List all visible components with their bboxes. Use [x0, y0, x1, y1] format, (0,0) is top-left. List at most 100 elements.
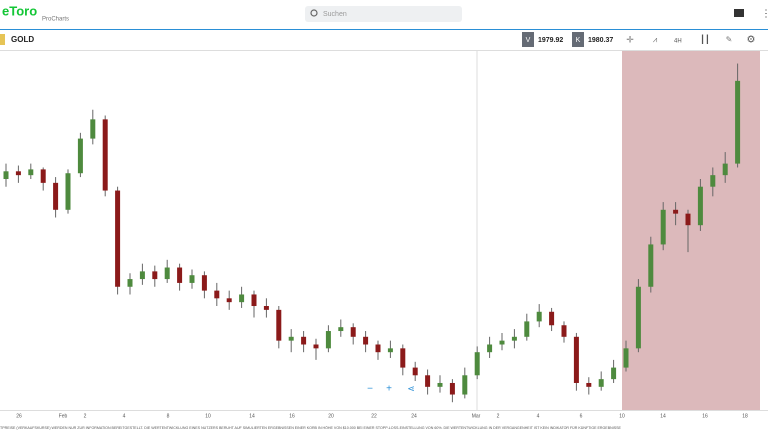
candle-body	[214, 290, 220, 299]
share[interactable]: ⋖	[407, 383, 415, 393]
candle-body	[164, 267, 170, 280]
layout-icon[interactable]	[734, 9, 744, 17]
candle-body	[102, 119, 108, 191]
x-tick-label: 16	[289, 413, 295, 419]
candle-body	[598, 379, 604, 387]
buy-label[interactable]: K	[576, 37, 581, 44]
x-tick-label: 18	[742, 413, 748, 419]
candle-body	[350, 327, 356, 337]
sell-badge[interactable]	[522, 32, 534, 47]
candle-body	[152, 271, 158, 280]
timeframe[interactable]: 4H	[674, 39, 682, 45]
x-tick-label: 26	[16, 413, 22, 419]
candle-body	[177, 267, 183, 283]
candle-body	[301, 336, 307, 345]
x-tick-label: 4	[537, 413, 540, 419]
candle-body	[685, 213, 691, 226]
candle-body	[263, 306, 269, 310]
candle-body	[524, 321, 530, 337]
candle-body	[375, 344, 381, 353]
candle-body	[201, 275, 207, 291]
candle-body	[313, 344, 319, 349]
candle-body	[3, 171, 9, 180]
settings[interactable]: ⚙	[747, 35, 756, 46]
candle-body	[65, 173, 71, 210]
candle-body	[425, 375, 431, 387]
candle-body	[325, 331, 331, 349]
buy-badge[interactable]	[572, 32, 584, 47]
candle-body	[586, 382, 592, 387]
candle-body	[288, 336, 294, 341]
candle-body	[549, 311, 555, 326]
candle-body	[276, 309, 282, 341]
x-tick-label: 10	[205, 413, 211, 419]
candle-body	[660, 209, 666, 245]
candle-body	[573, 336, 579, 383]
candle-body	[115, 190, 121, 287]
x-tick-label: 22	[371, 413, 377, 419]
x-tick-label: Mar	[472, 413, 481, 419]
candle-body	[40, 169, 46, 183]
candle-body	[449, 382, 455, 395]
x-tick-label: Feb	[59, 413, 68, 419]
indicator-tool[interactable]: ⩘	[653, 35, 658, 44]
zoom-out[interactable]: −	[367, 384, 373, 395]
zoom-in[interactable]: +	[386, 384, 392, 395]
candle-body	[15, 171, 21, 176]
candle-body	[189, 275, 195, 283]
candle-body	[735, 80, 741, 164]
candle-body	[697, 186, 703, 226]
sell-label[interactable]: V	[526, 37, 531, 44]
candle-body	[623, 348, 629, 368]
candle-body	[251, 294, 257, 307]
x-tick-label: 6	[580, 413, 583, 419]
candle-body	[710, 175, 716, 187]
x-tick-label: 10	[619, 413, 625, 419]
candle-body	[226, 298, 232, 303]
zoom-controls	[362, 381, 422, 397]
candle-body	[474, 352, 480, 376]
search-placeholder[interactable]: Suchen	[323, 11, 347, 18]
x-tick-label: 14	[249, 413, 255, 419]
candle-body	[648, 244, 654, 287]
candle-body	[611, 367, 617, 380]
candle-body	[28, 169, 34, 176]
candle-body	[77, 138, 83, 174]
candle-body	[722, 163, 728, 176]
instrument-name: GOLD	[11, 35, 34, 44]
menu-icon[interactable]: ⋮	[761, 9, 768, 20]
candle-body	[462, 375, 468, 395]
x-tick-label: 24	[411, 413, 417, 419]
product-name: ProCharts	[42, 17, 69, 23]
chart-type-tool[interactable]: ┃┃	[700, 34, 710, 44]
candle-body	[487, 344, 493, 353]
x-tick-label: 2	[497, 413, 500, 419]
candle-body	[499, 340, 505, 345]
search-icon	[310, 9, 318, 17]
x-tick-label: 2	[84, 413, 87, 419]
candle-body	[338, 327, 344, 332]
candle-body	[400, 348, 406, 368]
candle-body	[53, 182, 59, 210]
x-tick-label: 20	[328, 413, 334, 419]
candle-body	[561, 325, 567, 337]
candle-body	[536, 311, 542, 322]
x-tick-label: 8	[167, 413, 170, 419]
instrument-icon	[0, 34, 5, 45]
crosshair-tool[interactable]: ✛	[626, 34, 634, 44]
x-tick-label: 4	[123, 413, 126, 419]
candle-body	[673, 209, 679, 214]
candle-body	[363, 336, 369, 345]
candle-body	[387, 348, 393, 353]
search-box[interactable]	[305, 6, 462, 22]
buy-price: 1980.37	[588, 37, 613, 44]
draw-tool[interactable]: ✎	[726, 35, 733, 44]
candle-body	[239, 294, 245, 303]
candle-body	[412, 367, 418, 376]
x-tick-label: 16	[702, 413, 708, 419]
disclaimer: TPREISE (VERKAUFSKURSE) WERDEN NUR ZUR I…	[0, 426, 621, 430]
candle-body	[127, 279, 133, 287]
candle-body	[511, 336, 517, 341]
